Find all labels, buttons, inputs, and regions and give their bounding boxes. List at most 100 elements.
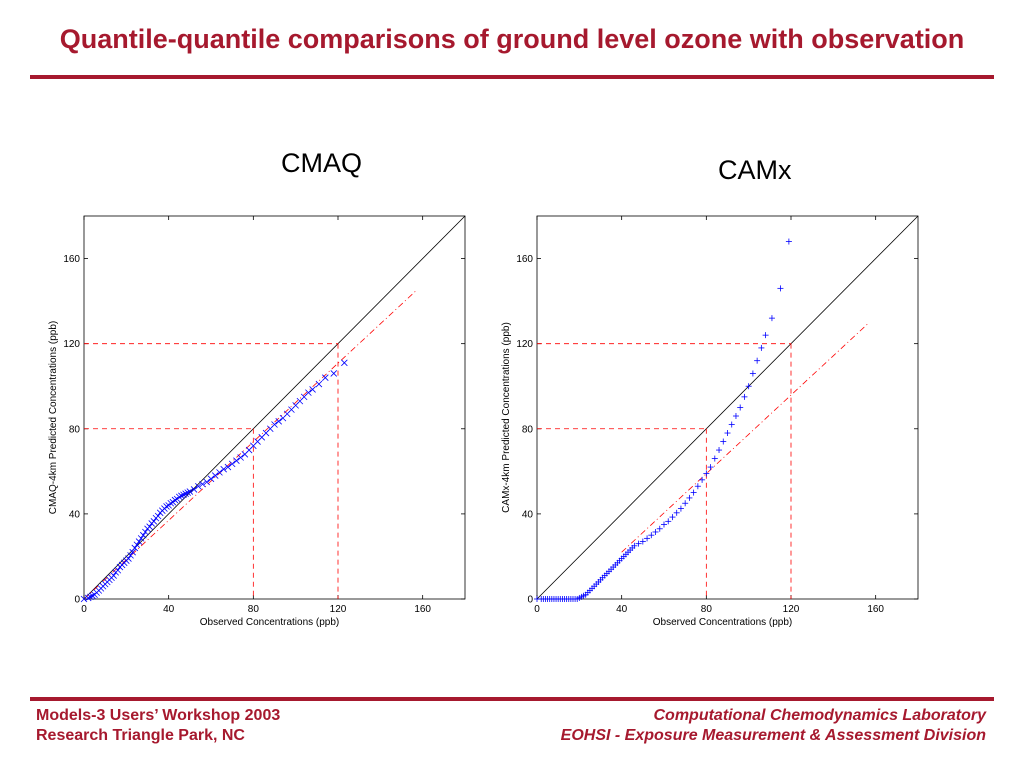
data-point: [129, 548, 136, 556]
data-point: [137, 535, 145, 542]
x-axis-label: Observed Concentrations (ppb): [200, 617, 340, 628]
data-point-stroke: [180, 491, 187, 499]
footer-right: Computational Chemodynamics Laboratory E…: [561, 706, 986, 746]
data-point-stroke: [315, 380, 323, 388]
y-tick-label: 40: [522, 509, 534, 520]
data-point-stroke: [163, 503, 170, 510]
data-point: [741, 393, 748, 400]
data-point: [135, 538, 143, 545]
data-point: [682, 500, 689, 507]
data-point-stroke: [184, 489, 191, 496]
y-tick-label: 0: [74, 595, 80, 606]
data-point-stroke: [228, 460, 236, 468]
data-point: [745, 383, 752, 390]
data-point-stroke: [203, 478, 211, 486]
data-point: [228, 460, 236, 468]
data-point: [785, 238, 792, 245]
data-point: [639, 538, 646, 545]
y-axis-label: CMAQ-4km Predicted Concentrations (ppb): [48, 321, 59, 514]
x-axis-label: Observed Concentrations (ppb): [653, 617, 793, 628]
data-point-stroke: [175, 493, 183, 501]
data-point: [199, 480, 206, 488]
data-point: [711, 455, 718, 462]
data-point: [686, 494, 693, 501]
data-point: [220, 465, 227, 473]
data-point: [190, 486, 198, 493]
data-point-stroke: [330, 370, 338, 377]
data-point-stroke: [178, 492, 185, 500]
data-point-stroke: [80, 595, 88, 603]
data-point: [237, 454, 244, 461]
data-point: [762, 332, 769, 339]
y-axis-label: CAMx-4km Predicted Concentrations (ppb): [501, 322, 512, 513]
cmaq-qq-plot: 0 40 80 120 160 0 40 80 120 160 Observed Concentra…: [48, 215, 466, 628]
data-point-stroke: [171, 496, 179, 504]
data-point: [271, 421, 278, 428]
data-point: [720, 438, 727, 445]
camx-qq-plot: 0 40 80 120 160 0 40 80 120 160 Observed Concentra…: [501, 215, 919, 628]
fit-line: [621, 322, 870, 553]
x-tick-label: 160: [414, 604, 431, 615]
x-tick-label: 120: [783, 604, 800, 615]
data-point-stroke: [211, 472, 219, 479]
data-point: [154, 512, 162, 520]
data-point: [635, 540, 642, 547]
x-tick-label: 0: [81, 604, 87, 615]
y-tick-label: 80: [69, 424, 81, 435]
data-point: [737, 404, 744, 411]
cmaq-panel-title: CMAQ: [281, 148, 362, 178]
data-point: [732, 413, 739, 420]
data-point-stroke: [150, 518, 158, 525]
slide-title: Quantile-quantile comparisons of ground …: [59, 24, 965, 54]
data-point: [89, 592, 96, 600]
data-point: [182, 490, 189, 497]
data-point-stroke: [139, 531, 147, 539]
data-point: [142, 528, 149, 536]
data-point-stroke: [146, 523, 153, 530]
data-point: [146, 523, 153, 530]
data-point: [224, 463, 232, 471]
data-point: [84, 594, 92, 602]
data-point: [665, 518, 672, 525]
data-point: [315, 380, 323, 388]
data-point: [125, 555, 132, 562]
data-point-stroke: [216, 469, 223, 476]
x-tick-label: 160: [867, 604, 884, 615]
one-to-one-line: [536, 215, 919, 600]
data-point-stroke: [87, 593, 94, 601]
x-tick-label: 0: [534, 604, 540, 615]
data-point: [211, 472, 219, 479]
data-point: [749, 370, 756, 377]
camx-panel-title: CAMx: [718, 155, 792, 185]
data-point: [661, 521, 667, 528]
data-point-stroke: [190, 486, 198, 493]
data-point: [716, 447, 723, 454]
data-point: [163, 503, 170, 510]
y-tick-label: 120: [516, 339, 533, 350]
data-point-stroke: [186, 488, 194, 495]
x-tick-label: 40: [616, 604, 628, 615]
footer-left: Models-3 Users’ Workshop 2003 Research T…: [36, 706, 280, 746]
data-point-stroke: [233, 457, 240, 464]
data-point: [184, 489, 191, 496]
data-point: [724, 430, 731, 437]
data-point-stroke: [182, 490, 189, 497]
y-tick-label: 40: [69, 509, 81, 520]
data-point: [203, 478, 211, 486]
data-point: [330, 370, 338, 377]
data-point: [305, 389, 312, 396]
data-point: [677, 505, 684, 512]
data-point: [656, 525, 663, 532]
data-point: [644, 535, 651, 542]
data-point: [80, 595, 88, 603]
data-point-stroke: [207, 475, 215, 483]
data-point-stroke: [167, 499, 175, 507]
x-tick-label: 40: [163, 604, 175, 615]
data-point: [131, 544, 139, 552]
data-point: [150, 518, 158, 525]
data-point: [669, 514, 676, 521]
data-point-stroke: [131, 544, 139, 552]
data-point-stroke: [114, 566, 122, 574]
x-tick-label: 80: [248, 604, 260, 615]
